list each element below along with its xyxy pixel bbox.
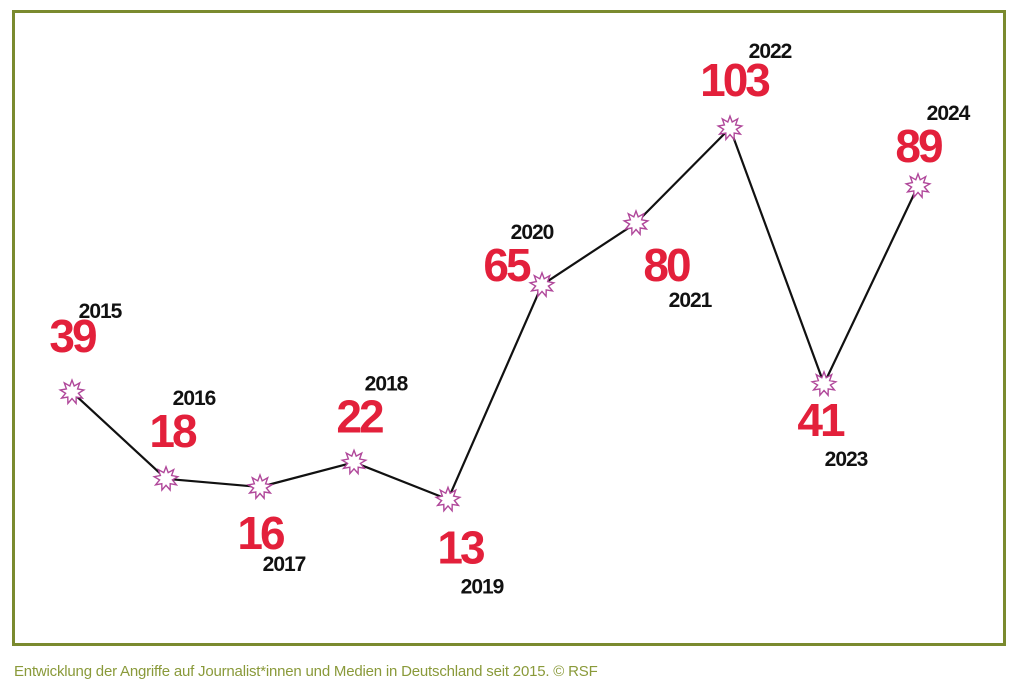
data-label-value: 22 [336, 390, 383, 442]
starburst-icon [434, 485, 462, 513]
starburst-icon [716, 114, 744, 142]
starburst-icon [622, 208, 650, 237]
data-label-year: 2018 [365, 372, 409, 395]
data-label-value: 89 [895, 120, 942, 172]
data-label-year: 2024 [927, 102, 971, 125]
data-label-year: 2019 [461, 575, 504, 598]
starburst-icon [904, 171, 932, 200]
data-label-value: 80 [643, 239, 690, 291]
data-label-year: 2020 [511, 221, 554, 244]
starburst-icon [58, 378, 86, 406]
data-label-year: 2023 [825, 448, 868, 471]
series-line [71, 127, 919, 501]
data-label-year: 2016 [173, 387, 216, 410]
starburst-icon [810, 369, 838, 398]
data-label-year: 2015 [79, 300, 123, 323]
line-chart: 3920151820161620172220181320196520208020… [49, 40, 971, 598]
data-label-value: 39 [49, 310, 96, 362]
data-label-year: 2017 [263, 553, 306, 576]
chart-caption: Entwicklung der Angriffe auf Journalist*… [14, 663, 598, 680]
data-label-year: 2022 [749, 40, 792, 63]
starburst-icon [528, 270, 556, 299]
data-label-value: 13 [437, 521, 484, 573]
data-label-value: 18 [149, 405, 197, 457]
data-label-year: 2021 [669, 289, 713, 312]
chart-frame [12, 10, 1006, 646]
data-label-value: 65 [483, 239, 531, 291]
data-label-value: 16 [237, 507, 284, 559]
data-label-value: 41 [797, 394, 845, 446]
starburst-icon [340, 448, 368, 476]
data-label-value: 103 [700, 54, 769, 106]
starburst-icon [152, 464, 180, 492]
starburst-icon [246, 472, 274, 501]
